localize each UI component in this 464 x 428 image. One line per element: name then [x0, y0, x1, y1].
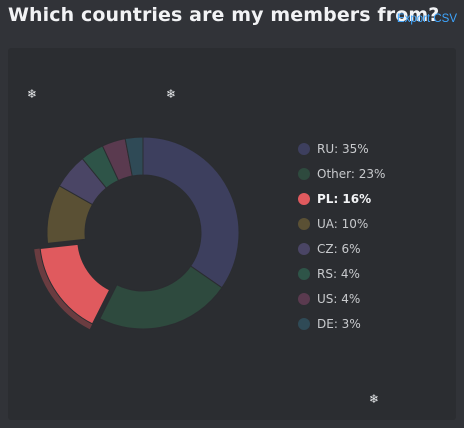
legend-swatch — [298, 292, 310, 305]
legend-item-de[interactable]: DE: 3% — [298, 311, 385, 336]
legend-label: UA: 10% — [317, 216, 369, 231]
legend-item-rs[interactable]: RS: 4% — [298, 261, 385, 286]
legend-item-us[interactable]: US: 4% — [298, 286, 385, 311]
chart-card: ❄ ❄ ❄ RU: 35% Other: 23% PL: 16% UA: 10% CZ:… — [8, 48, 456, 420]
legend-swatch — [298, 317, 310, 330]
legend-label: RS: 4% — [317, 266, 360, 281]
legend-label: RU: 35% — [317, 141, 369, 156]
export-csv-link[interactable]: Export CSV — [396, 13, 457, 25]
legend-item-ru[interactable]: RU: 35% — [298, 136, 385, 161]
snowflake-icon: ❄ — [27, 87, 38, 101]
legend-swatch — [298, 142, 310, 155]
snowflake-icon: ❄ — [369, 392, 380, 406]
legend-label: CZ: 6% — [317, 241, 361, 256]
legend-item-cz[interactable]: CZ: 6% — [298, 236, 385, 261]
header: Which countries are my members from? Exp… — [0, 0, 464, 42]
legend-label: PL: 16% — [317, 191, 372, 206]
legend-swatch — [298, 267, 310, 280]
legend-label: DE: 3% — [317, 316, 361, 331]
legend-swatch — [298, 217, 310, 230]
slice-other[interactable] — [99, 265, 223, 330]
donut-chart — [34, 136, 240, 330]
legend-swatch — [298, 167, 310, 180]
legend-item-ua[interactable]: UA: 10% — [298, 211, 385, 236]
chart-legend: RU: 35% Other: 23% PL: 16% UA: 10% CZ: 6% RS:… — [298, 136, 385, 336]
legend-item-other[interactable]: Other: 23% — [298, 161, 385, 186]
legend-label: US: 4% — [317, 291, 361, 306]
legend-label: Other: 23% — [317, 166, 386, 181]
snowflake-icon: ❄ — [166, 87, 177, 101]
legend-swatch — [298, 192, 310, 205]
slice-pl[interactable] — [39, 243, 111, 325]
page-title: Which countries are my members from? — [8, 4, 440, 26]
slice-ru[interactable] — [142, 136, 240, 289]
slice-de[interactable] — [124, 136, 144, 177]
legend-swatch — [298, 242, 310, 255]
legend-item-pl[interactable]: PL: 16% — [298, 186, 385, 211]
